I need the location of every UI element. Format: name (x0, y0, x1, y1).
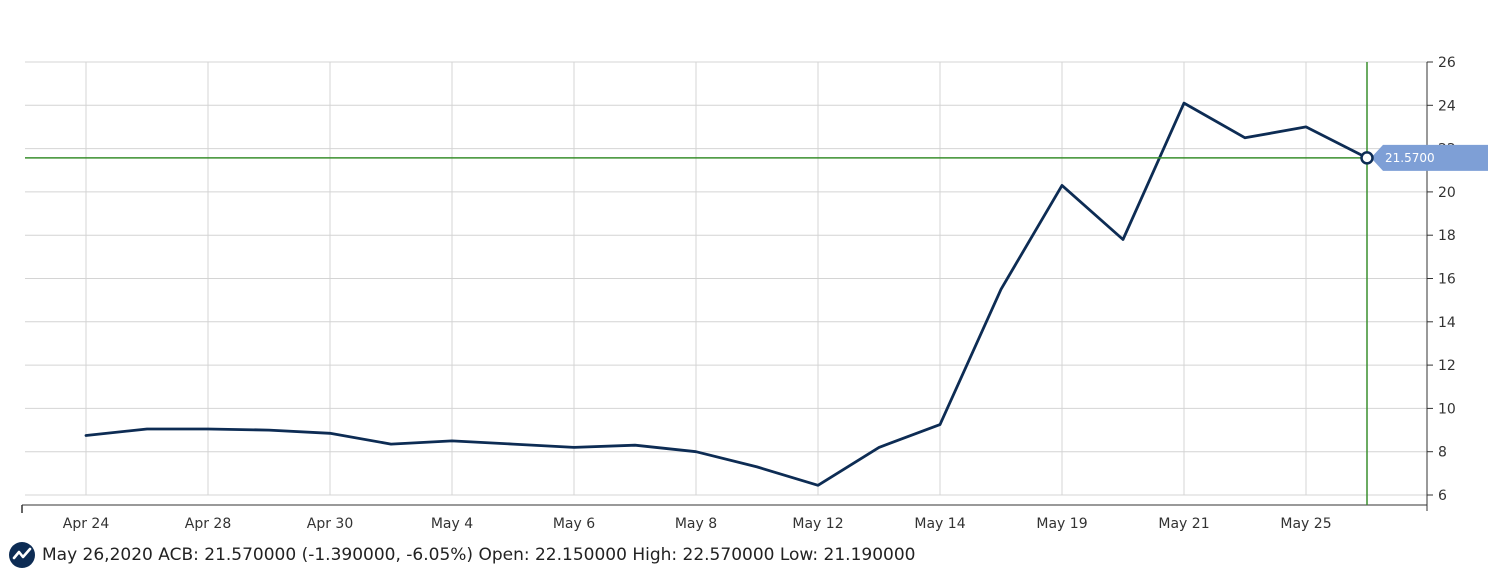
price-chart: Apr 24 Apr 28 Apr 30 May 4 May 6 May 8 May 12 M… (21, 55, 1488, 532)
crosshair-value-label: 21.5700 (1385, 151, 1435, 165)
price-line (84, 101, 1369, 487)
y-tick-label: 20 (1438, 185, 1456, 201)
x-tick-label: May 8 (675, 516, 717, 532)
x-tick-label: May 12 (792, 516, 843, 532)
x-tick-label: Apr 30 (307, 516, 353, 532)
x-tick-label: Apr 28 (185, 516, 231, 532)
y-tick-label: 6 (1438, 488, 1447, 504)
price-summary-text: May 26,2020 ACB: 21.570000 (-1.390000, -… (42, 545, 916, 565)
x-tick-label: May 25 (1280, 516, 1331, 532)
series-layer (84, 101, 1369, 487)
y-tick-label: 10 (1438, 401, 1456, 417)
crosshair-point-marker (1360, 151, 1374, 165)
line-chart-logo-icon (9, 542, 35, 568)
y-tick-label: 8 (1438, 445, 1447, 461)
grid-lines (25, 61, 1427, 496)
x-tick-label: May 6 (553, 516, 595, 532)
x-tick-label: May 21 (1158, 516, 1209, 532)
crosshair-value-flag (1371, 144, 1488, 171)
x-tick-label: May 14 (914, 516, 965, 532)
y-tick-label: 16 (1438, 272, 1456, 288)
crosshair: 21.5700 (25, 62, 1488, 505)
y-tick-label: 24 (1438, 98, 1456, 114)
x-tick-label: May 4 (431, 516, 473, 532)
axes: Apr 24 Apr 28 Apr 30 May 4 May 6 May 8 May 12 M… (21, 55, 1456, 532)
y-tick-label: 14 (1438, 315, 1456, 331)
x-tick-label: Apr 24 (63, 516, 110, 532)
y-tick-label: 12 (1438, 358, 1456, 374)
y-tick-label: 26 (1438, 55, 1456, 71)
x-tick-label: May 19 (1036, 516, 1087, 532)
y-tick-label: 18 (1438, 228, 1456, 244)
price-summary-bar: May 26,2020 ACB: 21.570000 (-1.390000, -… (8, 540, 915, 570)
